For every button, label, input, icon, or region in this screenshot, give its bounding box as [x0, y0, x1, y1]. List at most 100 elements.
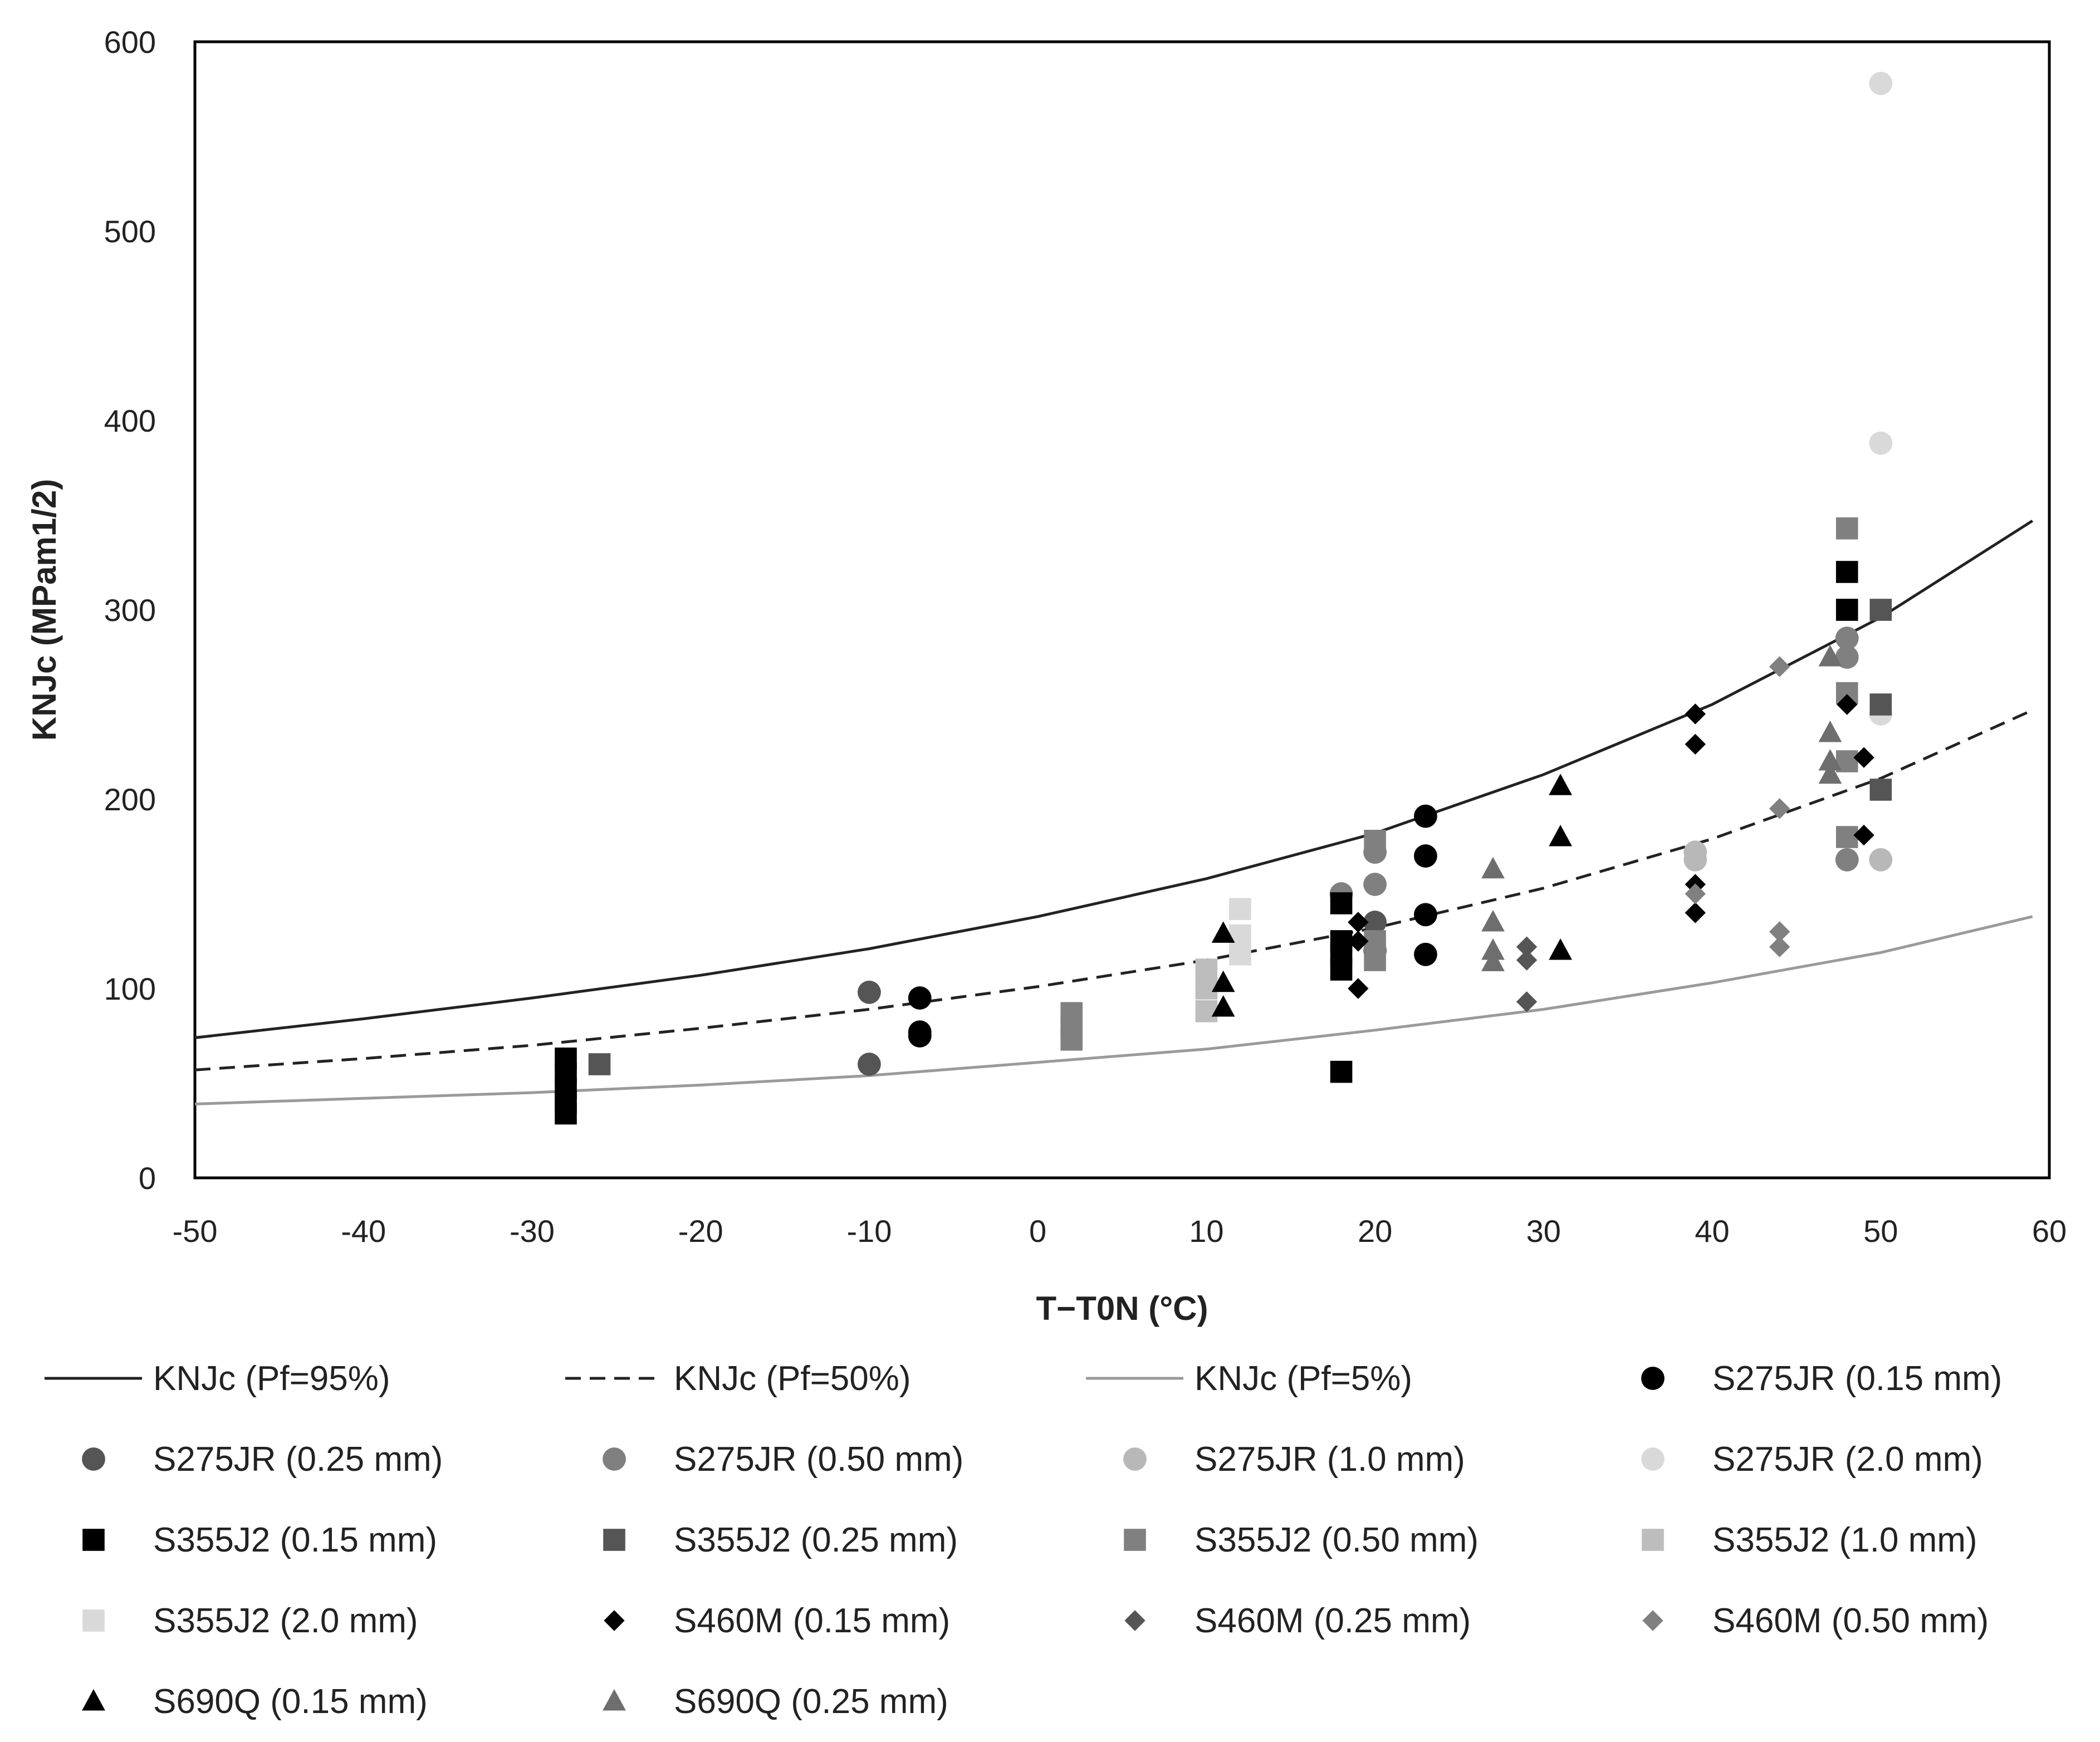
data-point-s11 — [1685, 902, 1706, 923]
data-point-s3 — [1363, 873, 1387, 896]
data-point-s6 — [1835, 599, 1858, 621]
legend-label: KNJc (Pf=50%) — [674, 1359, 911, 1398]
y-tick-label: 400 — [104, 403, 156, 438]
x-tick-label: -50 — [173, 1213, 218, 1249]
data-point-s15 — [1481, 910, 1505, 932]
data-point-s5 — [1869, 71, 1893, 95]
x-tick-label: -30 — [510, 1213, 555, 1249]
x-tick-label: -40 — [341, 1213, 386, 1249]
data-point-s11 — [1853, 747, 1874, 768]
y-tick-label: 500 — [104, 214, 156, 249]
legend-label: S275JR (0.25 mm) — [153, 1440, 443, 1479]
x-tick-label: -10 — [846, 1213, 892, 1249]
y-tick-label: 300 — [104, 593, 156, 628]
data-point-s1 — [1414, 804, 1437, 828]
x-tick-label: 60 — [2032, 1213, 2067, 1249]
data-point-s4 — [1869, 848, 1893, 872]
data-point-s13 — [1769, 936, 1790, 957]
data-point-s9 — [1195, 1000, 1218, 1022]
curve-line-1 — [194, 520, 2034, 1039]
legend-label: S275JR (0.15 mm) — [1712, 1359, 2002, 1398]
legend-label: S355J2 (1.0 mm) — [1712, 1521, 1977, 1559]
data-point-s8 — [1364, 830, 1386, 852]
y-axis-ticks: 0 100 200 300 400 500 600 — [104, 25, 156, 1196]
data-point-s4 — [1683, 848, 1707, 872]
data-point-s7 — [1869, 599, 1892, 621]
legend-label: S460M (0.25 mm) — [1195, 1602, 1471, 1640]
data-point-s11 — [1348, 978, 1369, 999]
data-point-s12 — [1516, 936, 1538, 957]
data-point-s10 — [1229, 943, 1251, 966]
data-point-s7 — [588, 1053, 611, 1075]
data-point-s3 — [1835, 627, 1859, 650]
legend-label: S275JR (1.0 mm) — [1195, 1440, 1465, 1479]
curve-line-2 — [194, 708, 2033, 1071]
data-point-s1 — [1414, 903, 1437, 927]
data-point-s15 — [1818, 721, 1842, 742]
data-point-s15 — [1818, 645, 1842, 667]
data-point-s15 — [1481, 938, 1505, 960]
data-point-s6 — [1330, 958, 1353, 981]
x-axis-ticks: -50 -40 -30 -20 -10 0 10 20 30 40 50 60 — [173, 1213, 2067, 1249]
curve-line-3 — [194, 915, 2033, 1105]
legend-marker-swatch — [82, 1447, 105, 1471]
data-point-s13 — [1685, 883, 1706, 904]
data-point-s3 — [1835, 848, 1859, 872]
data-point-s11 — [1348, 931, 1369, 952]
data-point-s13 — [1769, 798, 1790, 819]
data-point-s14 — [1549, 774, 1572, 795]
legend-marker-swatch — [1123, 1447, 1147, 1471]
data-point-s13 — [1769, 921, 1790, 942]
x-tick-label: 40 — [1695, 1213, 1729, 1249]
data-point-s13 — [1769, 656, 1790, 677]
data-point-s1 — [1414, 942, 1437, 966]
data-point-s11 — [1685, 733, 1706, 755]
plot-area-frame — [193, 40, 2051, 1180]
data-point-s12 — [1516, 991, 1538, 1012]
legend-label: S275JR (2.0 mm) — [1712, 1440, 1983, 1479]
legend-marker-swatch — [603, 1689, 626, 1711]
data-point-s1 — [1414, 844, 1437, 868]
data-point-s11 — [1348, 912, 1369, 933]
legend-marker-swatch — [604, 1610, 625, 1631]
x-tick-label: 0 — [1029, 1213, 1046, 1249]
y-tick-label: 0 — [139, 1161, 156, 1196]
points-layer — [555, 71, 1893, 1125]
legend-marker-swatch — [1641, 1367, 1665, 1390]
data-point-s14 — [1211, 921, 1235, 943]
legend-marker-swatch — [1124, 1610, 1146, 1631]
legend-label: KNJc (Pf=5%) — [1195, 1359, 1412, 1398]
data-point-s2 — [858, 1053, 881, 1076]
legend-label: KNJc (Pf=95%) — [153, 1359, 390, 1398]
legend-label: S355J2 (2.0 mm) — [153, 1602, 418, 1640]
data-point-s7 — [1869, 779, 1892, 801]
data-point-s9 — [1195, 958, 1218, 981]
data-point-s8 — [1835, 826, 1858, 848]
x-tick-label: -20 — [678, 1213, 723, 1249]
legend-marker-swatch — [1642, 1529, 1664, 1551]
y-tick-label: 100 — [104, 971, 156, 1006]
legend-label: S355J2 (0.50 mm) — [1195, 1521, 1479, 1559]
data-point-s11 — [1853, 824, 1874, 846]
data-point-s8 — [1060, 1029, 1083, 1051]
y-tick-label: 600 — [104, 25, 156, 60]
data-point-s11 — [1837, 694, 1858, 715]
data-point-s6 — [1330, 1060, 1353, 1083]
legend-label: S460M (0.50 mm) — [1712, 1602, 1989, 1640]
legend-label: S355J2 (0.25 mm) — [674, 1521, 958, 1559]
data-point-s6 — [1835, 561, 1858, 583]
data-point-s8 — [1364, 949, 1386, 971]
legend-marker-swatch — [82, 1609, 105, 1632]
data-point-s14 — [1549, 938, 1572, 960]
y-axis-label: KNJc (MPam1/2) — [26, 479, 63, 741]
data-point-s3 — [1835, 645, 1859, 669]
data-point-s1 — [908, 986, 932, 1010]
x-tick-label: 30 — [1526, 1213, 1561, 1249]
legend-marker-swatch — [603, 1447, 626, 1471]
data-point-s10 — [1229, 898, 1251, 920]
legend-label: S275JR (0.50 mm) — [674, 1440, 963, 1479]
data-point-s8 — [1835, 517, 1858, 540]
data-point-s14 — [1211, 995, 1235, 1017]
y-tick-label: 200 — [104, 782, 156, 817]
